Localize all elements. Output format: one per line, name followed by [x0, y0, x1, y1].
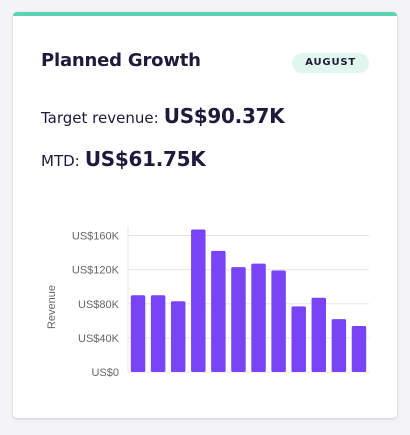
y-axis-label: Revenue [46, 285, 58, 329]
revenue-bar[interactable] [291, 306, 306, 372]
revenue-bar[interactable] [251, 263, 266, 372]
chart-gridlines [127, 227, 369, 373]
revenue-bar[interactable] [170, 301, 186, 372]
revenue-bar[interactable] [211, 250, 226, 372]
revenue-bar-chart: US$0 US$40K US$80K US$120K US$160K Revenue [46, 227, 369, 379]
revenue-bar[interactable] [150, 295, 166, 372]
y-tick-label: US$80K [78, 299, 120, 311]
revenue-bar[interactable] [271, 270, 286, 373]
mtd-label: MTD: [41, 152, 80, 170]
y-tick-label: US$40K [78, 333, 120, 345]
revenue-bar[interactable] [231, 267, 246, 372]
month-badge: AUGUST [292, 53, 369, 73]
revenue-bar[interactable] [130, 295, 146, 372]
revenue-bar[interactable] [191, 229, 206, 372]
y-axis-tick-labels: US$0 US$40K US$80K US$120K US$160K [72, 231, 120, 379]
mtd-value: US$61.75K [84, 147, 206, 171]
revenue-bar[interactable] [351, 325, 367, 372]
mtd-metric: MTD: US$61.75K [41, 147, 206, 171]
y-tick-label: US$0 [91, 367, 119, 379]
revenue-bar[interactable] [331, 319, 347, 372]
y-tick-label: US$160K [72, 231, 120, 243]
chart-bars [130, 229, 367, 373]
y-tick-label: US$120K [72, 265, 120, 277]
target-revenue-value: US$90.37K [163, 104, 285, 128]
target-revenue-label: Target revenue: [41, 109, 159, 127]
target-revenue-metric: Target revenue: US$90.37K [41, 104, 285, 128]
revenue-bar[interactable] [311, 297, 327, 372]
planned-growth-card: Planned Growth AUGUST Target revenue: US… [13, 12, 397, 418]
card-accent-bar [13, 12, 397, 16]
card-title: Planned Growth [41, 50, 201, 71]
